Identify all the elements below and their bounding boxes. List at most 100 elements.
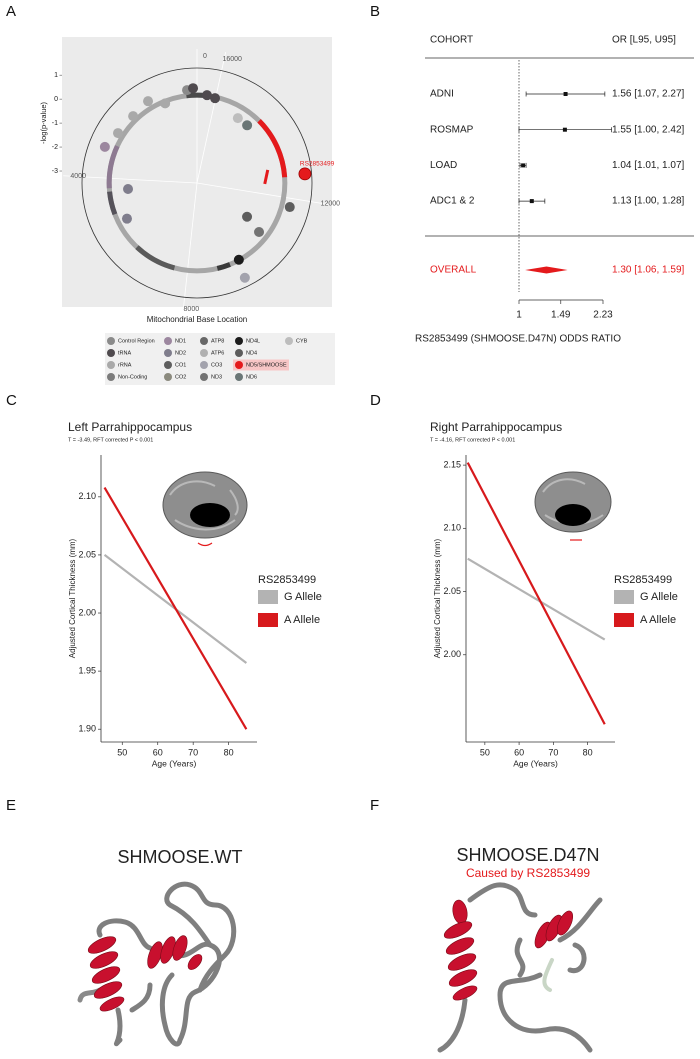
column-header: COHORT — [430, 35, 473, 46]
ring-segment — [216, 262, 231, 271]
legend-swatch — [258, 590, 278, 604]
y-tick-label: 2.10 — [443, 523, 461, 533]
legend-title: RS2853499 — [614, 574, 672, 586]
legend-swatch — [164, 361, 172, 369]
coil — [96, 881, 237, 1047]
x-axis-label: RS2853499 (SHMOOSE.D47N) ODDS RATIO — [415, 334, 621, 345]
legend-swatch — [200, 373, 208, 381]
panel-label: B — [370, 3, 380, 20]
grid-line — [196, 52, 227, 184]
x-tick-label: 80 — [224, 747, 234, 757]
legend-swatch — [107, 337, 115, 345]
ring-segment — [135, 245, 176, 271]
structure-d47n — [437, 882, 603, 1053]
panel-label: E — [6, 797, 16, 814]
y-axis-label: Adjusted Cortical Thickness (mm) — [68, 538, 77, 658]
line — [103, 486, 248, 730]
point — [99, 141, 110, 152]
legend-swatch — [164, 373, 172, 381]
point — [121, 213, 132, 224]
point — [128, 111, 139, 122]
panel-label: C — [6, 392, 17, 409]
legend-label: ND4 — [246, 350, 257, 356]
legend-label: Non-Coding — [118, 374, 147, 380]
legend-swatch — [200, 337, 208, 345]
y-tick-label: 2.00 — [78, 607, 96, 617]
legend-title: RS2853499 — [258, 574, 316, 586]
structure-wt — [77, 881, 237, 1047]
value-label: 1.55 [1.00, 2.42] — [612, 124, 685, 135]
y-tick-label: 0 — [54, 96, 58, 103]
snp-marker — [263, 169, 270, 185]
legend-swatch — [107, 349, 115, 357]
x-tick-label: 4000 — [70, 173, 86, 180]
legend-swatch — [164, 337, 172, 345]
y-tick-label: -1 — [52, 120, 58, 127]
legend-label: A Allele — [284, 614, 320, 626]
x-tick-label: 60 — [514, 747, 524, 757]
x-tick-label: 70 — [188, 747, 198, 757]
summary-diamond — [525, 266, 568, 274]
annotation: RS2853499 — [300, 161, 335, 168]
y-axis-label: -log(p-value) — [39, 101, 48, 144]
point — [160, 98, 171, 109]
x-tick-label: 0 — [203, 53, 207, 60]
legend-label: tRNA — [118, 350, 131, 356]
point — [242, 211, 253, 222]
legend-background — [105, 333, 335, 385]
legend-swatch — [258, 613, 278, 627]
y-tick-label: 2.05 — [78, 549, 96, 559]
point — [232, 113, 243, 124]
estimate — [563, 92, 568, 96]
legend-label: G Allele — [284, 591, 322, 603]
point — [254, 227, 265, 238]
ring-segment — [257, 119, 288, 178]
point — [188, 83, 199, 94]
chart-title: Left Parrahippocampus — [68, 420, 192, 434]
legend-swatch — [614, 613, 634, 627]
legend-label: ATP6 — [211, 350, 224, 356]
point — [123, 184, 134, 195]
x-tick-label: 12000 — [321, 200, 341, 207]
value-label: 1.56 [1.07, 2.27] — [612, 89, 685, 100]
coil — [542, 958, 554, 992]
column-header: OR [L95, U95] — [612, 35, 676, 46]
legend-label: CO2 — [175, 374, 186, 380]
legend-swatch — [200, 349, 208, 357]
estimate — [529, 199, 534, 204]
legend-swatch — [200, 361, 208, 369]
chart-subtitle: T = -3.49, RFT corrected P < 0.001 — [68, 437, 153, 443]
y-tick-label: 1.95 — [78, 665, 96, 675]
x-tick-label: 60 — [153, 747, 163, 757]
legend-label: rRNA — [118, 362, 132, 368]
legend-swatch — [235, 349, 243, 357]
chart-title: Right Parrahippocampus — [430, 420, 562, 434]
panel-label: F — [370, 797, 379, 814]
legend-label: ND4L — [246, 338, 260, 344]
legend-label: ND5/SHMOOSE — [246, 362, 287, 368]
legend-label: ND6 — [246, 374, 257, 380]
legend-label: ND3 — [211, 374, 222, 380]
estimate — [521, 163, 526, 168]
y-tick-label: -3 — [52, 168, 58, 175]
structure-title: SHMOOSE.D47N — [456, 845, 599, 865]
legend-label: A Allele — [640, 614, 676, 626]
x-axis-label: Age (Years) — [152, 758, 197, 768]
point — [242, 120, 253, 131]
value-label: 1.04 [1.01, 1.07] — [612, 160, 685, 171]
legend-swatch — [285, 337, 293, 345]
legend-label: Control Region — [118, 338, 155, 344]
x-tick-label: 2.23 — [593, 310, 613, 321]
point — [210, 93, 221, 104]
grid-line — [182, 182, 198, 317]
point — [239, 272, 250, 283]
legend-label: CO3 — [211, 362, 222, 368]
point — [202, 90, 213, 101]
x-tick-label: 1.49 — [551, 310, 571, 321]
structure-title: SHMOOSE.WT — [118, 847, 243, 867]
panel-label: D — [370, 392, 381, 409]
x-axis-label: Mitochondrial Base Location — [147, 315, 248, 324]
chart-subtitle: T = -4.16, RFT corrected P < 0.001 — [430, 437, 515, 443]
legend-swatch — [164, 349, 172, 357]
